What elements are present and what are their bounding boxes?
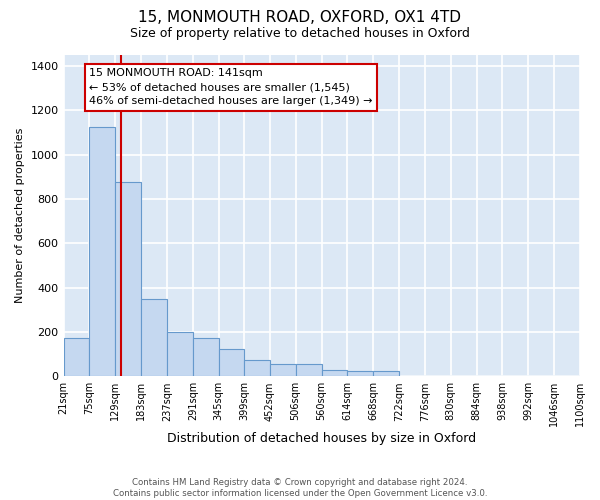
Bar	[64, 338, 89, 376]
X-axis label: Distribution of detached houses by size in Oxford: Distribution of detached houses by size …	[167, 432, 476, 445]
Y-axis label: Number of detached properties: Number of detached properties	[15, 128, 25, 304]
Bar	[193, 338, 218, 376]
Bar	[296, 364, 322, 376]
Text: 15 MONMOUTH ROAD: 141sqm
← 53% of detached houses are smaller (1,545)
46% of sem: 15 MONMOUTH ROAD: 141sqm ← 53% of detach…	[89, 68, 373, 106]
Bar	[270, 364, 296, 376]
Bar	[347, 371, 373, 376]
Bar	[244, 360, 270, 376]
Bar	[141, 299, 167, 376]
Text: Contains HM Land Registry data © Crown copyright and database right 2024.
Contai: Contains HM Land Registry data © Crown c…	[113, 478, 487, 498]
Bar	[373, 371, 399, 376]
Bar	[218, 348, 244, 376]
Bar	[167, 332, 193, 376]
Text: 15, MONMOUTH ROAD, OXFORD, OX1 4TD: 15, MONMOUTH ROAD, OXFORD, OX1 4TD	[139, 10, 461, 25]
Text: Size of property relative to detached houses in Oxford: Size of property relative to detached ho…	[130, 28, 470, 40]
Bar	[89, 127, 115, 376]
Bar	[322, 370, 347, 376]
Bar	[115, 182, 141, 376]
